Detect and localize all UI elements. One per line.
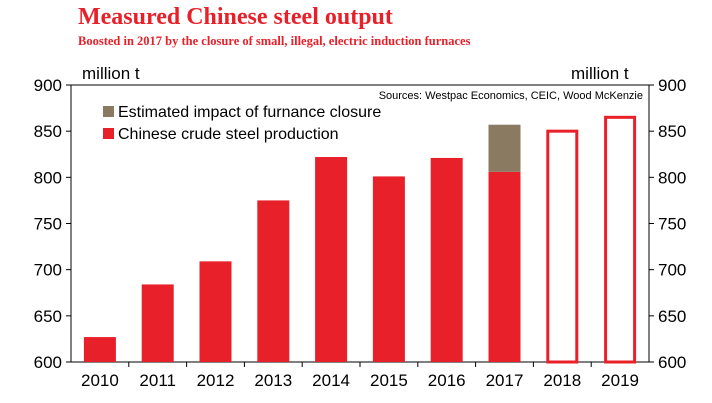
right-tick-label: 900 [658, 76, 686, 95]
right-tick-label: 750 [658, 215, 686, 234]
left-tick-label: 900 [34, 76, 62, 95]
left-tick-label: 650 [34, 307, 62, 326]
forecast-bar [604, 115, 637, 364]
x-tick-label: 2012 [197, 371, 235, 390]
right-tick-label: 700 [658, 261, 686, 280]
x-tick-label: 2016 [428, 371, 466, 390]
x-tick-label: 2019 [601, 371, 639, 390]
left-tick-label: 750 [34, 215, 62, 234]
left-axis-unit: million t [82, 64, 140, 83]
production-bar [141, 284, 174, 362]
left-tick-label: 600 [34, 353, 62, 372]
right-tick-label: 850 [658, 122, 686, 141]
legend-swatch [103, 128, 114, 139]
left-tick-label: 700 [34, 261, 62, 280]
chart-title: Measured Chinese steel output [78, 4, 393, 30]
production-bar [372, 176, 405, 362]
x-tick-label: 2010 [81, 371, 119, 390]
right-tick-label: 600 [658, 353, 686, 372]
legend-label: Estimated impact of furnance closure [118, 104, 381, 121]
production-bar [83, 337, 116, 362]
legend-label: Chinese crude steel production [118, 126, 339, 143]
x-tick-label: 2017 [486, 371, 524, 390]
legend-swatch [103, 106, 114, 117]
production-bar [488, 171, 521, 362]
x-tick-label: 2018 [543, 371, 581, 390]
x-tick-label: 2013 [254, 371, 292, 390]
production-bar [257, 200, 290, 362]
production-bar [430, 157, 463, 362]
left-tick-label: 850 [34, 122, 62, 141]
right-tick-label: 800 [658, 168, 686, 187]
source-note: Sources: Westpac Economics, CEIC, Wood M… [379, 90, 643, 102]
x-tick-label: 2011 [139, 371, 176, 390]
chart-subtitle: Boosted in 2017 by the closure of small,… [78, 34, 471, 48]
closure-impact-bar [488, 124, 521, 172]
production-bar [199, 261, 232, 362]
production-bar [315, 157, 348, 362]
right-axis-unit: million t [571, 64, 629, 83]
x-tick-label: 2014 [312, 371, 350, 390]
x-tick-label: 2015 [370, 371, 408, 390]
left-tick-label: 800 [34, 168, 62, 187]
forecast-bar [546, 129, 579, 364]
right-tick-label: 650 [658, 307, 686, 326]
